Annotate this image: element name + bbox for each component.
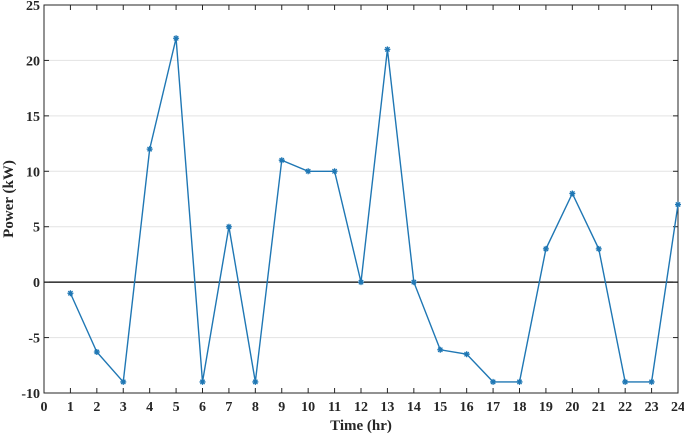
data-point: [542, 245, 549, 252]
data-point: [516, 378, 523, 385]
x-tick-label: 20: [565, 400, 579, 415]
y-tick-label: -5: [28, 332, 40, 347]
x-tick-label: 12: [354, 400, 368, 415]
y-tick-label: -10: [21, 387, 40, 402]
series-group: [67, 35, 681, 385]
data-point: [648, 378, 655, 385]
x-tick-label: 21: [592, 400, 606, 415]
y-tick-label: 20: [26, 54, 40, 69]
plot-area: [44, 5, 678, 393]
data-point: [173, 35, 180, 42]
x-tick-label: 18: [513, 400, 527, 415]
data-point: [331, 168, 338, 175]
x-tick-label: 13: [380, 400, 394, 415]
y-axis-label: Power (kW): [1, 160, 17, 238]
data-point: [358, 279, 364, 286]
x-tick-label: 22: [618, 400, 632, 415]
data-point: [146, 146, 153, 153]
y-tick-label: 10: [26, 165, 40, 180]
data-point: [490, 378, 497, 385]
data-point: [252, 378, 259, 385]
data-point: [199, 378, 206, 385]
y-tick-label: 0: [33, 276, 40, 291]
x-tick-label: 10: [301, 400, 315, 415]
x-tick-label: 6: [199, 400, 206, 415]
x-tick-label: 8: [252, 400, 259, 415]
data-point: [278, 157, 285, 164]
x-tick-label: 2: [93, 400, 100, 415]
x-tick-label: 1: [67, 400, 74, 415]
y-tick-label: 15: [26, 110, 40, 125]
data-point: [595, 245, 602, 252]
y-tick-label: 5: [33, 221, 40, 236]
data-point: [463, 351, 470, 358]
x-tick-label: 4: [146, 400, 153, 415]
data-point: [93, 348, 100, 355]
x-tick-label: 24: [671, 400, 684, 415]
y-tick-label: 25: [26, 0, 40, 14]
data-point: [675, 201, 681, 208]
x-tick-label: 5: [173, 400, 180, 415]
x-tick-label: 16: [460, 400, 474, 415]
data-point: [410, 279, 417, 286]
x-tick-label: 0: [41, 400, 48, 415]
x-tick-label: 11: [328, 400, 341, 415]
x-tick-label: 3: [120, 400, 127, 415]
y-ticks: -10 -5 0 5 10 15 20 25: [21, 0, 678, 402]
data-point: [437, 346, 444, 353]
data-point: [305, 168, 312, 175]
data-point: [384, 46, 391, 53]
x-tick-label: 19: [539, 400, 553, 415]
data-point: [67, 290, 74, 297]
data-point: [622, 378, 629, 385]
x-tick-label: 14: [407, 400, 421, 415]
data-point: [569, 190, 576, 197]
x-tick-label: 15: [433, 400, 447, 415]
x-tick-label: 9: [278, 400, 285, 415]
x-tick-label: 17: [486, 400, 500, 415]
x-axis-label: Time (hr): [330, 418, 392, 434]
data-point: [225, 223, 232, 230]
series-line: [69, 38, 679, 384]
x-tick-label: 23: [645, 400, 659, 415]
x-tick-label: 7: [225, 400, 232, 415]
x-ticks: 0 1 2 3 4 5 6 7 8 9 10 11 12 13 14 15 16 17 18 19 20 21 22 23 24: [41, 5, 684, 415]
data-point: [120, 378, 127, 385]
